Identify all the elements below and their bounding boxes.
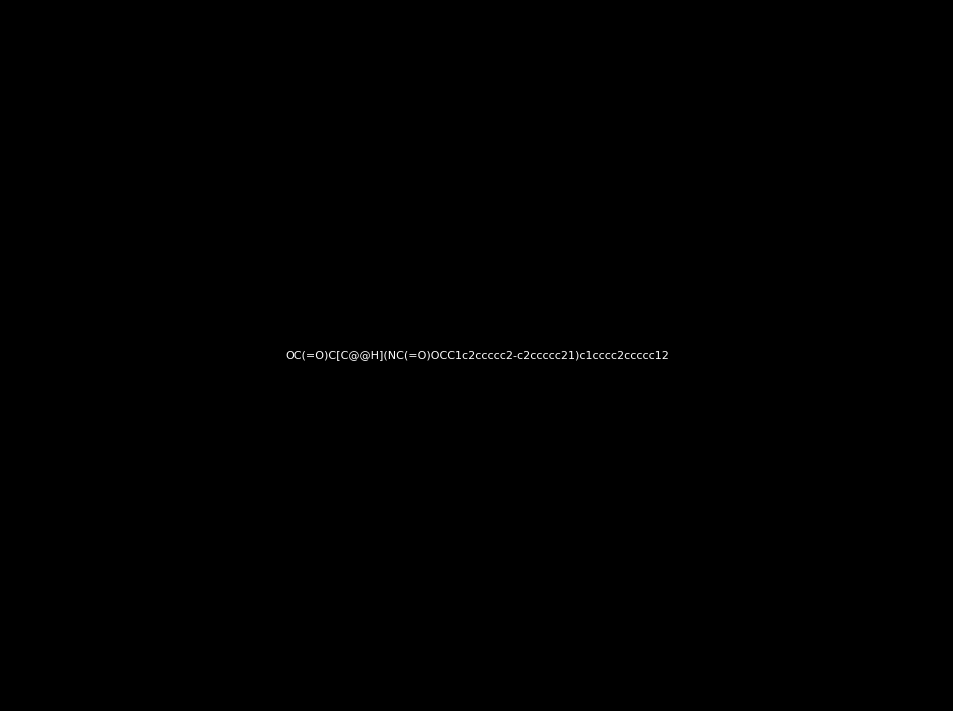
Text: OC(=O)C[C@@H](NC(=O)OCC1c2ccccc2-c2ccccc21)c1cccc2ccccc12: OC(=O)C[C@@H](NC(=O)OCC1c2ccccc2-c2ccccc… (285, 351, 668, 360)
